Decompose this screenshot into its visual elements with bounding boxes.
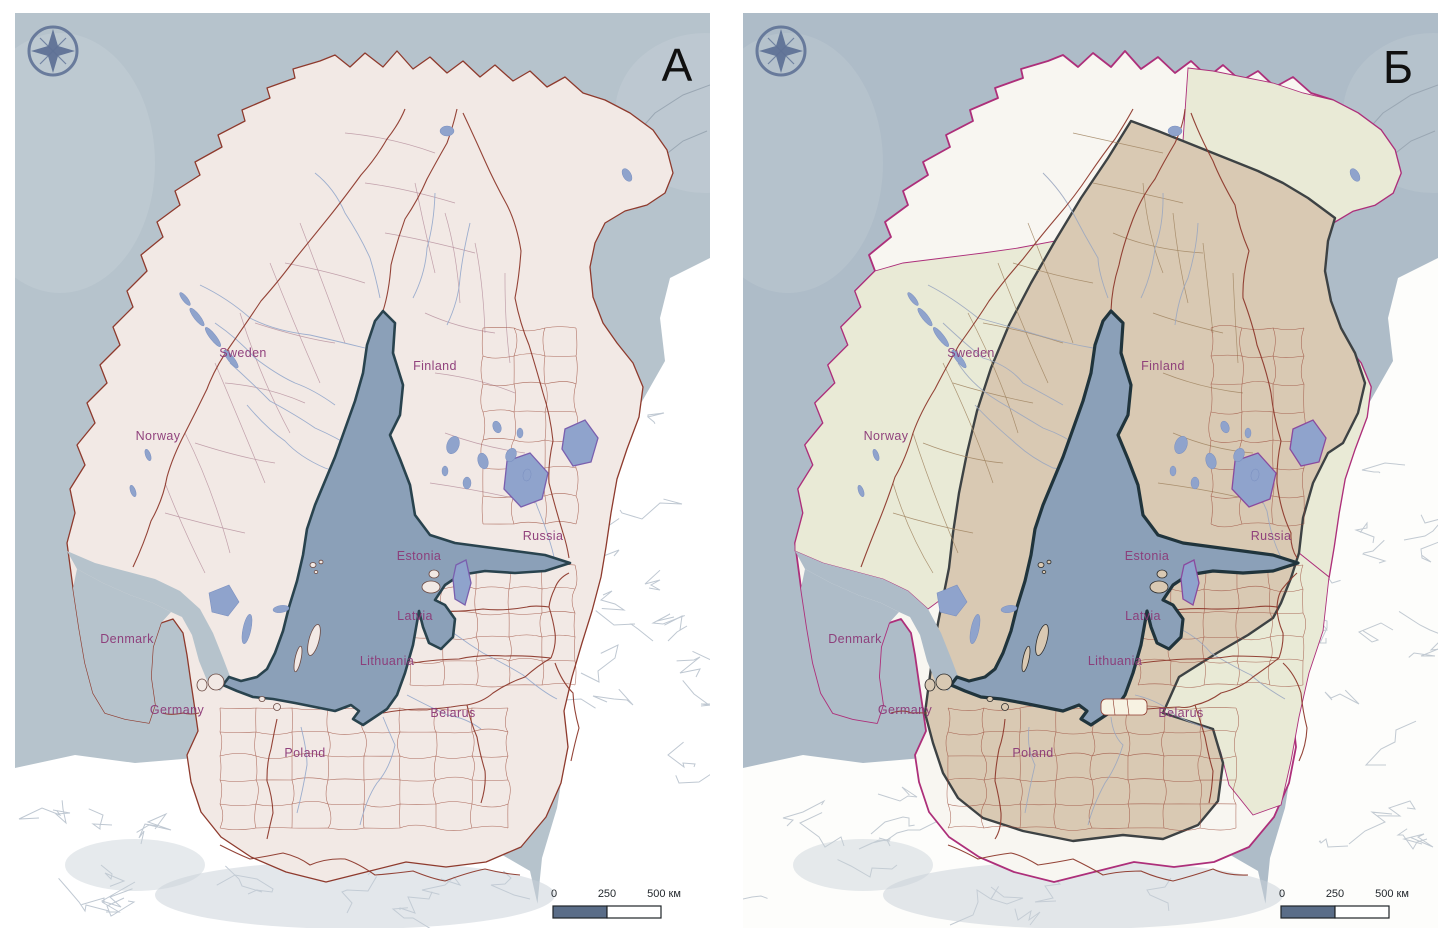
map-geography-layer [743,13,1438,928]
country-label-denmark: Denmark [828,632,882,646]
scale-tick-500: 500 км [1375,888,1409,900]
country-label-finland: Finland [1141,359,1185,373]
country-label-denmark: Denmark [100,632,154,646]
country-label-poland: Poland [284,746,325,760]
country-labels-layer: Sweden Finland Norway Russia Estonia Latvia Li… [828,346,1291,760]
country-label-russia: Russia [523,529,564,543]
country-label-belarus: Belarus [430,706,475,720]
country-label-belarus: Belarus [1158,706,1203,720]
country-label-germany: Germany [878,703,933,717]
panel-letter: А [662,39,693,91]
baltic-sea [221,309,572,727]
compass-rose-icon [755,25,807,77]
compass-rose-icon [27,25,79,77]
scale-tick-0: 0 [1279,888,1285,900]
baltic-drainage-map-b: Sweden Finland Norway Russia Estonia Latvia Li… [743,13,1438,928]
scale-tick-500: 500 км [647,888,681,900]
country-label-estonia: Estonia [397,549,442,563]
scale-bar: 0 250 500 км [1279,888,1409,919]
country-label-lithuania: Lithuania [1088,654,1142,668]
country-label-latvia: Latvia [397,609,433,623]
country-label-germany: Germany [150,703,205,717]
scale-bar: 0 250 500 км [551,888,681,919]
country-label-lithuania: Lithuania [360,654,414,668]
scale-tick-250: 250 [598,888,616,900]
country-label-finland: Finland [413,359,457,373]
country-label-sweden: Sweden [219,346,267,360]
country-label-norway: Norway [136,429,181,443]
scale-tick-0: 0 [551,888,557,900]
far-land-east [535,258,710,928]
map-panel-b: Sweden Finland Norway Russia Estonia Latvia Li… [743,13,1438,928]
baltic-drainage-map-a: Sweden Finland Norway Russia Estonia Latvia Li… [15,13,710,928]
country-label-poland: Poland [1012,746,1053,760]
country-label-norway: Norway [864,429,909,443]
country-label-latvia: Latvia [1125,609,1161,623]
map-geography-layer [15,13,710,928]
far-land-east [1263,258,1438,928]
country-label-russia: Russia [1251,529,1292,543]
panel-letter: Б [1383,41,1413,93]
country-labels-layer: Sweden Finland Norway Russia Estonia Latvia Li… [100,346,563,760]
country-label-estonia: Estonia [1125,549,1170,563]
country-label-sweden: Sweden [947,346,995,360]
map-panel-a: Sweden Finland Norway Russia Estonia Latvia Li… [15,13,710,928]
scale-tick-250: 250 [1326,888,1344,900]
